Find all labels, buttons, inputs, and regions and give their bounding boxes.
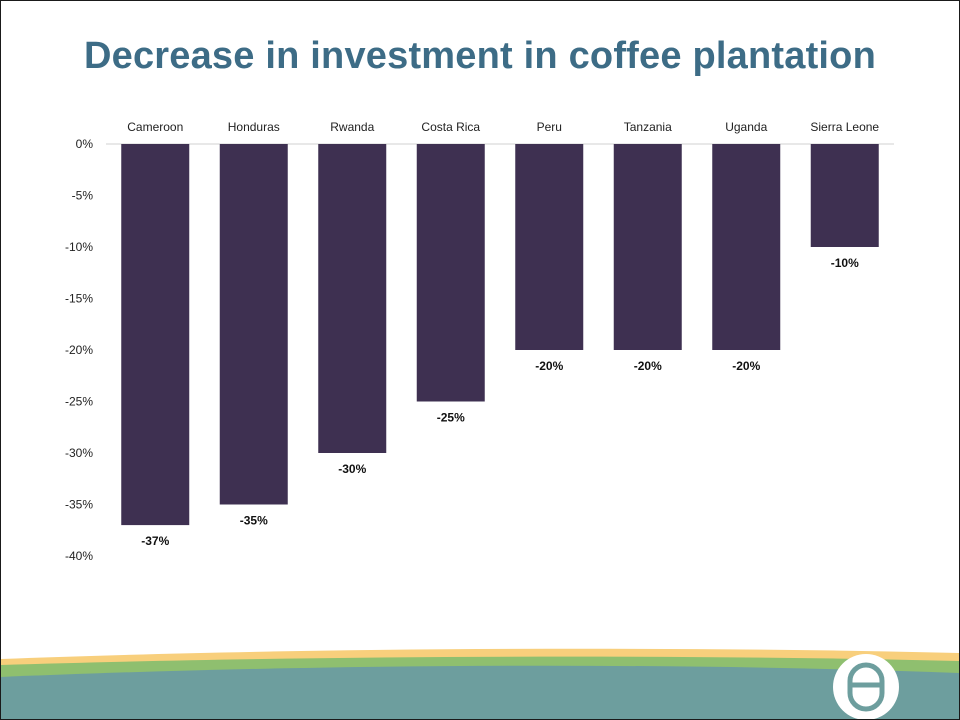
data-label: -30%: [338, 462, 366, 476]
y-tick-label: -35%: [65, 498, 93, 512]
category-label: Cameroon: [127, 120, 183, 134]
bar-honduras: [219, 144, 288, 505]
data-label: -37%: [141, 534, 169, 548]
data-label: -20%: [634, 359, 662, 373]
y-tick-label: -40%: [65, 549, 93, 563]
bar-costa-rica: [416, 144, 485, 402]
data-label: -35%: [240, 514, 268, 528]
category-label: Rwanda: [330, 120, 374, 134]
y-tick-label: -20%: [65, 343, 93, 357]
bar-tanzania: [613, 144, 682, 350]
data-label: -10%: [831, 256, 859, 270]
data-label: -20%: [535, 359, 563, 373]
y-tick-label: -25%: [65, 395, 93, 409]
y-tick-label: -15%: [65, 292, 93, 306]
bar-rwanda: [318, 144, 387, 453]
category-label: Uganda: [725, 120, 767, 134]
bar-peru: [515, 144, 584, 350]
bar-sierra-leone: [810, 144, 879, 247]
category-label: Tanzania: [624, 120, 672, 134]
bar-uganda: [712, 144, 781, 350]
category-label: Costa Rica: [421, 120, 480, 134]
data-labels: -37% -35% -30% -25% -20% -20% -20% -10%: [141, 256, 859, 548]
chart-title: Decrease in investment in coffee plantat…: [83, 35, 877, 77]
y-axis: 0% -5% -10% -15% -20% -25% -30% -35% -40%: [65, 137, 93, 563]
bars-group: [121, 144, 879, 526]
footer-teal-band: [1, 665, 959, 719]
coffee-bean-logo-icon: [833, 654, 899, 719]
category-label: Peru: [537, 120, 562, 134]
data-label: -20%: [732, 359, 760, 373]
bar-cameroon: [121, 144, 190, 526]
category-labels: Cameroon Honduras Rwanda Costa Rica Peru Tanz…: [127, 120, 879, 134]
y-tick-label: -10%: [65, 240, 93, 254]
category-label: Sierra Leone: [810, 120, 879, 134]
data-label: -25%: [437, 411, 465, 425]
bar-chart: 0% -5% -10% -15% -20% -25% -30% -35% -40% Camero…: [65, 120, 894, 563]
category-label: Honduras: [228, 120, 280, 134]
y-tick-label: -5%: [72, 189, 94, 203]
y-tick-label: 0%: [76, 137, 94, 151]
y-tick-label: -30%: [65, 446, 93, 460]
